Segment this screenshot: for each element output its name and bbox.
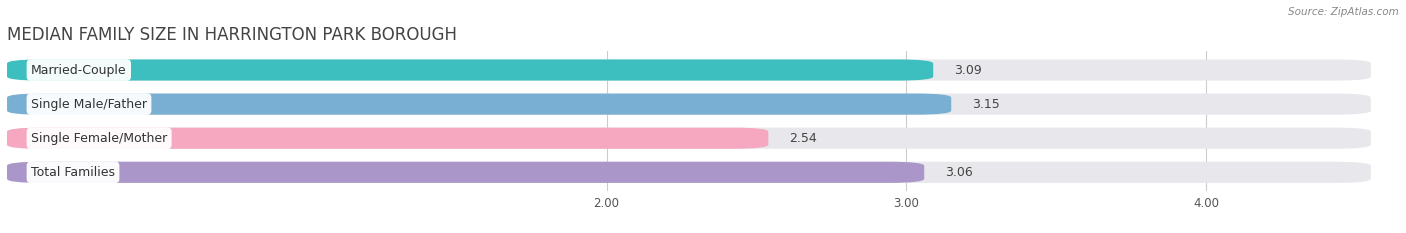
FancyBboxPatch shape	[7, 162, 1371, 183]
Text: Single Male/Father: Single Male/Father	[31, 98, 148, 111]
Text: Source: ZipAtlas.com: Source: ZipAtlas.com	[1288, 7, 1399, 17]
Text: 2.54: 2.54	[789, 132, 817, 145]
Text: 3.15: 3.15	[972, 98, 1000, 111]
Text: MEDIAN FAMILY SIZE IN HARRINGTON PARK BOROUGH: MEDIAN FAMILY SIZE IN HARRINGTON PARK BO…	[7, 26, 457, 44]
FancyBboxPatch shape	[7, 128, 768, 149]
FancyBboxPatch shape	[7, 128, 1371, 149]
Text: Total Families: Total Families	[31, 166, 115, 179]
FancyBboxPatch shape	[7, 59, 934, 81]
Text: 3.06: 3.06	[945, 166, 973, 179]
FancyBboxPatch shape	[7, 59, 1371, 81]
FancyBboxPatch shape	[7, 93, 952, 115]
Text: 3.09: 3.09	[955, 64, 981, 76]
Text: Single Female/Mother: Single Female/Mother	[31, 132, 167, 145]
FancyBboxPatch shape	[7, 93, 1371, 115]
FancyBboxPatch shape	[7, 162, 924, 183]
Text: Married-Couple: Married-Couple	[31, 64, 127, 76]
